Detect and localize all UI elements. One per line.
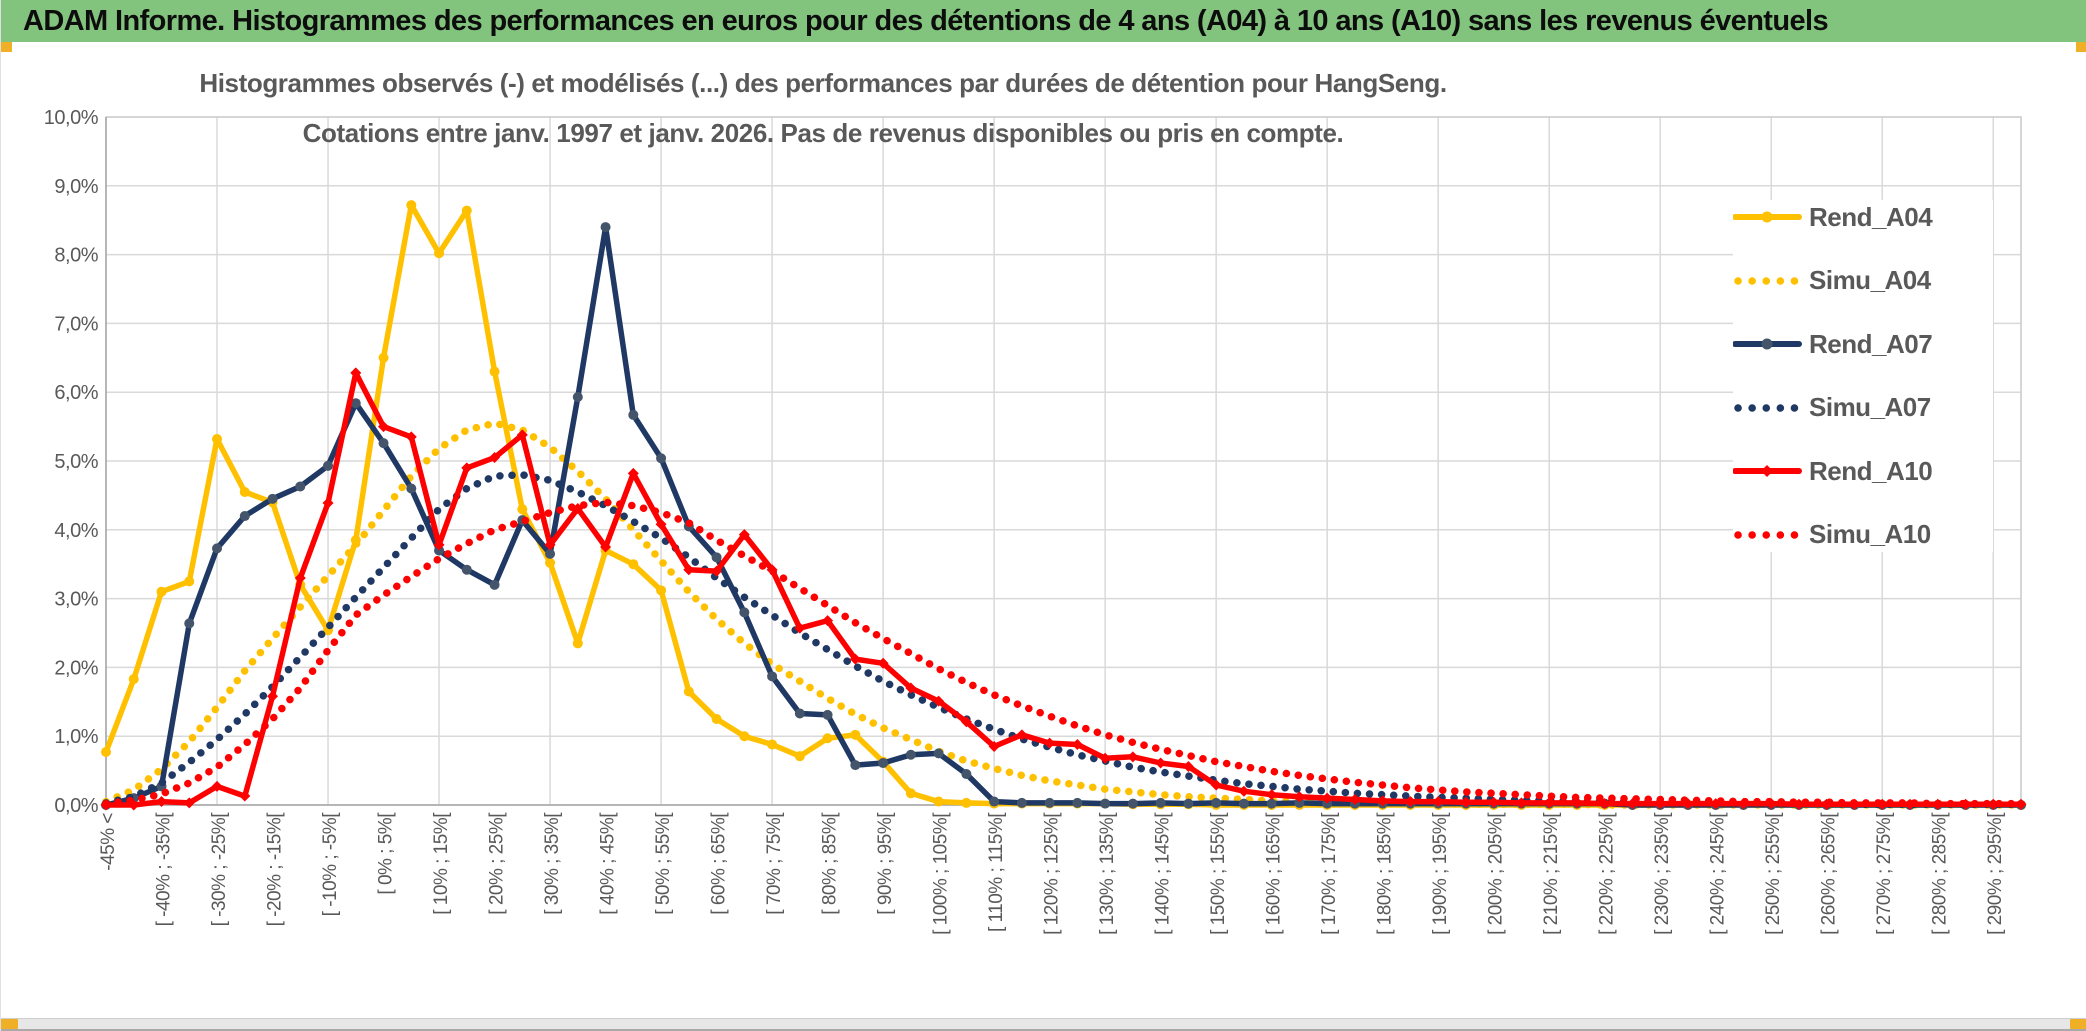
svg-text:7,0%: 7,0% [54,313,98,335]
svg-text:[ -40% ; -35%[: [ -40% ; -35%[ [154,812,175,927]
gold-accent-bottom-right [2070,1019,2086,1030]
svg-text:1,0%: 1,0% [54,726,98,748]
series-Simu_A10 [102,498,2025,808]
svg-text:[ 170% ; 175%[: [ 170% ; 175%[ [1319,812,1340,935]
legend-label: Simu_A10 [1809,519,1931,550]
y-axis-labels: 10,0% 9,0% 8,0% 7,0% 6,0% 5,0% 4,0% 3,0% 2,0% 1,0… [44,107,99,817]
svg-text:3,0%: 3,0% [54,589,98,611]
legend-sample-line [1733,338,1802,350]
svg-text:[ 30% ; 35%[: [ 30% ; 35%[ [542,812,563,915]
x-axis-labels: -45% < [ -40% ; -35%[ [ -30% ; -25%[ [ -20%… [98,812,2006,935]
gold-accent-top-right [2076,42,2086,52]
svg-text:2,0%: 2,0% [54,657,98,679]
legend-label: Simu_A04 [1809,265,1931,296]
bottom-scroll-strip[interactable] [1,1018,2086,1030]
svg-text:[ 160% ; 165%[: [ 160% ; 165%[ [1264,812,1285,935]
svg-text:[ 0% ; 5%[: [ 0% ; 5%[ [376,812,397,895]
svg-text:[ 60% ; 65%[: [ 60% ; 65%[ [709,812,730,915]
svg-text:5,0%: 5,0% [54,451,98,473]
svg-text:[ 80% ; 85%[: [ 80% ; 85%[ [820,812,841,915]
svg-text:[ 180% ; 185%[: [ 180% ; 185%[ [1375,812,1396,935]
legend-sample-line [1734,404,1803,412]
svg-text:[ 290% ; 295%[: [ 290% ; 295%[ [1985,812,2006,935]
report-title: ADAM Informe. Histogrammes des performan… [23,4,1829,37]
svg-text:[ 70% ; 75%[: [ 70% ; 75%[ [764,812,785,915]
legend-item-simu-a07: Simu_A07 [1733,392,1993,423]
svg-text:[ -20% ; -15%[: [ -20% ; -15%[ [265,812,286,927]
series-Rend_A10 [100,367,2027,811]
legend-item-rend-a04: Rend_A04 [1733,202,1993,232]
svg-text:[ 100% ; 105%[: [ 100% ; 105%[ [931,812,952,935]
svg-text:[ 220% ; 225%[: [ 220% ; 225%[ [1597,812,1618,935]
legend-item-rend-a10: Rend_A10 [1733,456,1993,486]
svg-text:[ 190% ; 195%[: [ 190% ; 195%[ [1430,812,1451,935]
legend-label: Rend_A04 [1809,201,1933,232]
svg-text:[ 230% ; 235%[: [ 230% ; 235%[ [1652,812,1673,935]
legend-sample-line [1733,465,1802,478]
legend-label: Rend_A10 [1809,455,1933,486]
chart-title-line2: Cotations entre janv. 1997 et janv. 2026… [302,118,1344,148]
svg-text:[ 90% ; 95%[: [ 90% ; 95%[ [875,812,896,915]
legend-sample-line [1733,211,1802,223]
legend-sample-line [1734,531,1803,539]
svg-text:[ 130% ; 135%[: [ 130% ; 135%[ [1097,812,1118,935]
legend-item-simu-a04: Simu_A04 [1733,265,1993,296]
chart-title-line1: Histogrammes observés (-) et modélisés (… [199,68,1447,98]
svg-text:-45% <: -45% < [98,813,119,871]
svg-text:[ 50% ; 55%[: [ 50% ; 55%[ [653,812,674,915]
legend-item-simu-a10: Simu_A10 [1733,519,1993,550]
svg-text:[ 250% ; 255%[: [ 250% ; 255%[ [1763,812,1784,935]
svg-text:[ 200% ; 205%[: [ 200% ; 205%[ [1486,812,1507,935]
svg-text:4,0%: 4,0% [54,520,98,542]
legend-sample-line [1734,276,1803,285]
svg-text:8,0%: 8,0% [54,245,98,267]
series-Simu_A04 [102,419,2025,809]
svg-text:[ 260% ; 265%[: [ 260% ; 265%[ [1819,812,1840,935]
gold-accent-bottom-left [1,1019,18,1030]
svg-text:[ 20% ; 25%[: [ 20% ; 25%[ [487,812,508,915]
svg-text:[ 40% ; 45%[: [ 40% ; 45%[ [598,812,619,915]
svg-text:[ 140% ; 145%[: [ 140% ; 145%[ [1153,812,1174,935]
gridlines [105,116,2022,806]
svg-text:[ -10% ; -5%[: [ -10% ; -5%[ [320,812,341,917]
svg-text:[ 120% ; 125%[: [ 120% ; 125%[ [1042,812,1063,935]
svg-text:[ 280% ; 285%[: [ 280% ; 285%[ [1930,812,1951,935]
svg-text:10,0%: 10,0% [44,107,99,129]
chart-title: Histogrammes observés (-) et modélisés (… [173,58,1473,158]
svg-text:[ 210% ; 215%[: [ 210% ; 215%[ [1541,812,1562,935]
svg-text:[ 10% ; 15%[: [ 10% ; 15%[ [431,812,452,915]
gold-accent-top-left [1,42,12,52]
report-title-bar: ADAM Informe. Histogrammes des performan… [1,0,2086,42]
svg-text:[ -30% ; -25%[: [ -30% ; -25%[ [209,812,230,927]
legend-item-rend-a07: Rend_A07 [1733,329,1993,359]
chart-legend: Rend_A04 Simu_A04 Rend_A07 Simu_A07 Rend… [1733,200,1993,552]
svg-text:[ 110% ; 115%[: [ 110% ; 115%[ [986,812,1007,932]
svg-text:[ 240% ; 245%[: [ 240% ; 245%[ [1708,812,1729,935]
svg-text:0,0%: 0,0% [54,795,98,817]
svg-text:6,0%: 6,0% [54,382,98,404]
svg-text:[ 150% ; 155%[: [ 150% ; 155%[ [1208,812,1229,935]
legend-label: Simu_A07 [1809,392,1931,423]
legend-label: Rend_A07 [1809,328,1933,359]
svg-text:[ 270% ; 275%[: [ 270% ; 275%[ [1874,812,1895,935]
bottom-border [1,1029,2086,1031]
svg-text:9,0%: 9,0% [54,176,98,198]
